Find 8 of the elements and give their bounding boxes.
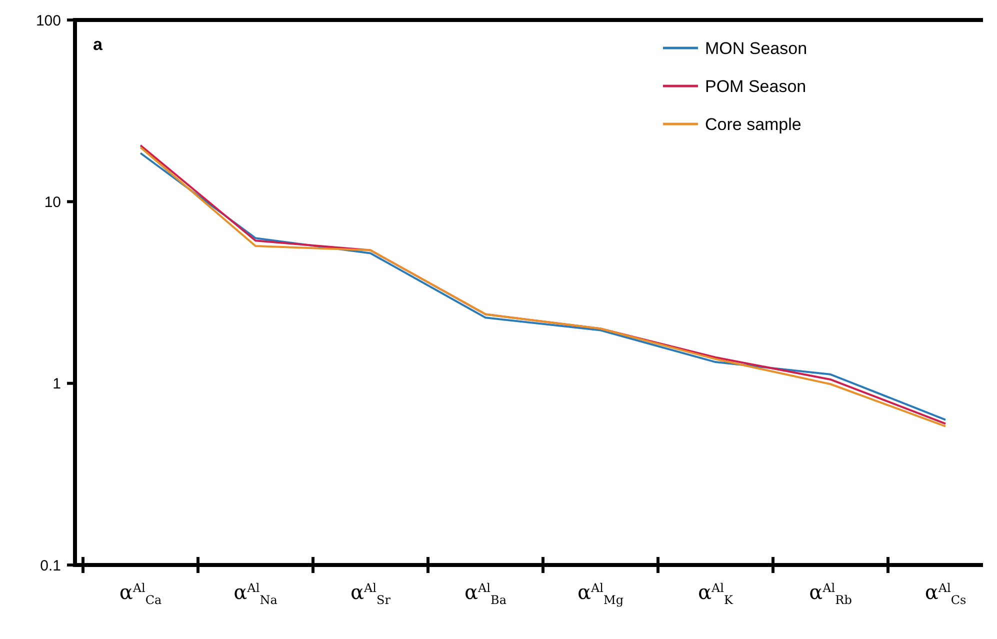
y-tick-label: 100 <box>36 12 61 30</box>
legend-label: Core sample <box>705 114 802 134</box>
y-tick-label: 0.1 <box>40 557 61 574</box>
y-tick-label: 10 <box>44 194 61 211</box>
y-tick-label: 1 <box>52 376 61 393</box>
legend-label: MON Season <box>705 38 808 58</box>
annotation: a <box>93 35 103 54</box>
legend-label: POM Season <box>705 76 806 96</box>
